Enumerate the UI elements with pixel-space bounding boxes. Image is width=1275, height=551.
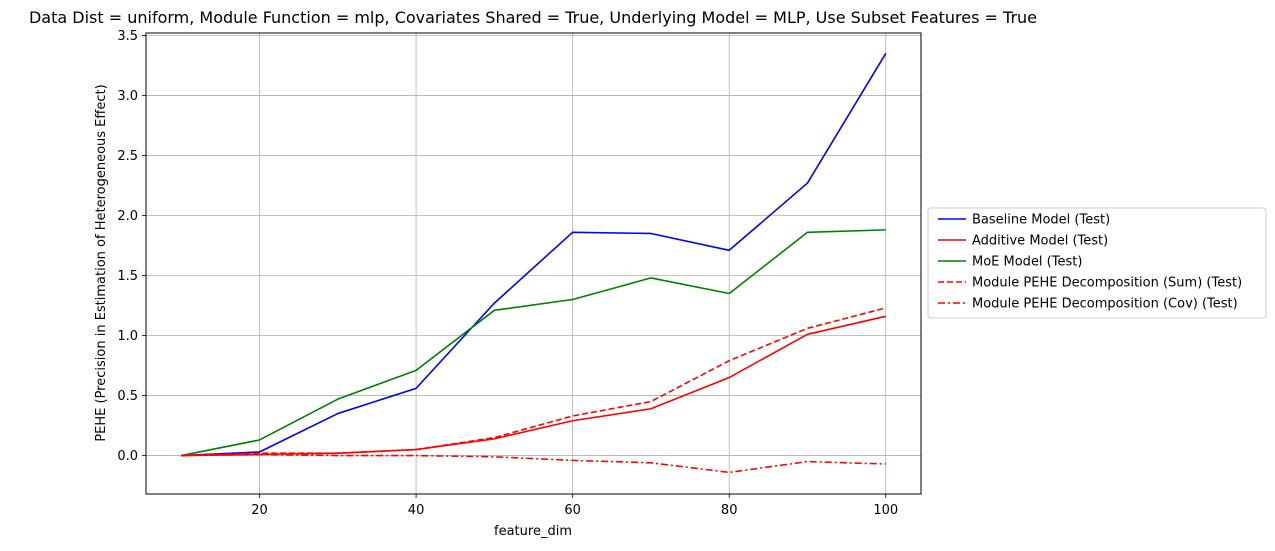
legend-label: Module PEHE Decomposition (Cov) (Test) xyxy=(972,297,1238,312)
series-line-4 xyxy=(181,307,886,457)
series-line-2 xyxy=(181,315,886,457)
grid-lines xyxy=(146,33,921,494)
legend-label: Module PEHE Decomposition (Sum) (Test) xyxy=(972,276,1242,291)
x-tick-label: 20 xyxy=(251,503,268,518)
plot-area-frame xyxy=(145,32,922,495)
y-tick-label: 0.0 xyxy=(117,449,138,464)
y-tick-label: 1.0 xyxy=(117,329,138,344)
y-tick-label: 1.5 xyxy=(117,269,138,284)
series-lines xyxy=(181,52,887,474)
y-axis-label: PEHE (Precision in Estimation of Heterog… xyxy=(94,84,109,441)
y-tick-label: 2.0 xyxy=(117,209,138,224)
x-tick-label: 60 xyxy=(564,503,581,518)
x-axis-label: feature_dim xyxy=(494,524,572,539)
y-tick-label: 2.5 xyxy=(117,149,138,164)
legend-frame xyxy=(927,207,1267,319)
legend-label: Baseline Model (Test) xyxy=(972,213,1110,228)
y-tick-label: 3.0 xyxy=(117,89,138,104)
chart-title: Data Dist = uniform, Module Function = m… xyxy=(29,8,1037,27)
y-tick-label: 0.5 xyxy=(117,389,138,404)
y-tick-label: 3.5 xyxy=(117,29,138,44)
series-line-5 xyxy=(181,453,886,474)
legend-label: MoE Model (Test) xyxy=(972,255,1082,270)
series-line-1 xyxy=(181,52,887,457)
legend: Baseline Model (Test) Additive Model (Tes… xyxy=(927,207,1267,319)
axis-ticks: 20 40 60 80 100 0.0 0.5 1.0 1.5 2.0 2.5 3.0 3.5 xyxy=(117,29,898,518)
legend-label: Additive Model (Test) xyxy=(972,234,1108,249)
series-line-3 xyxy=(181,229,886,457)
x-tick-label: 40 xyxy=(408,503,425,518)
x-tick-label: 100 xyxy=(873,503,898,518)
x-tick-label: 80 xyxy=(721,503,738,518)
